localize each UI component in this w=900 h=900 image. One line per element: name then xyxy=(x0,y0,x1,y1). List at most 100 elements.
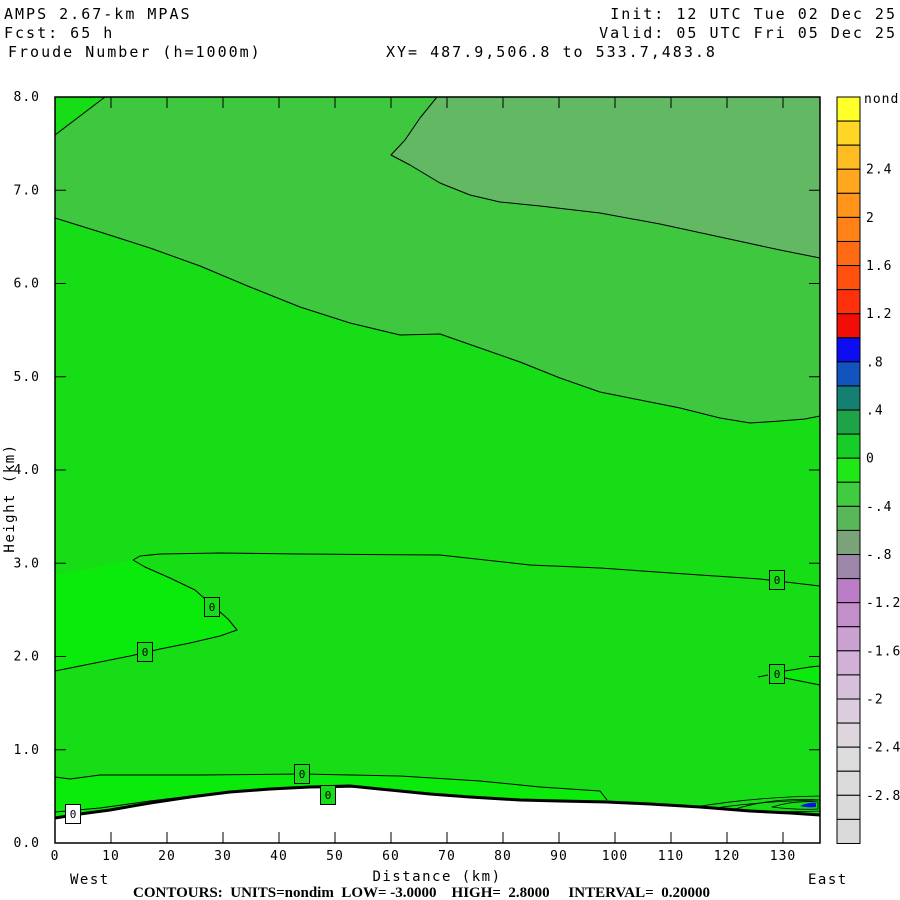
east-label: East xyxy=(808,872,848,888)
contour-label-zero-text: 0 xyxy=(325,789,332,802)
colorbar-cell xyxy=(836,794,861,820)
y-tick-label: 8.0 xyxy=(14,90,40,105)
contour-region-east-mini-wedge xyxy=(785,666,820,685)
x-tick-label: 40 xyxy=(270,849,288,864)
contour-zero-labels: 0 0 0 0 0 0 0 xyxy=(65,570,785,824)
x-axis-tick-labels: 0 10 20 30 40 50 60 70 80 90 100 110 120 130 xyxy=(51,849,796,864)
x-tick-label: 50 xyxy=(326,849,344,864)
colorbar-label: 1.6 xyxy=(866,259,892,274)
colorbar-cell xyxy=(836,481,861,507)
x-tick-label: 90 xyxy=(550,849,568,864)
contour-label-zero-text: 0 xyxy=(299,768,306,781)
contour-region-zero-wedge xyxy=(55,560,237,671)
colorbar-cell xyxy=(836,192,861,218)
colorbar-cell xyxy=(836,337,861,363)
y-axis-tick-labels: 8.0 7.0 6.0 5.0 4.0 3.0 2.0 1.0 0.0 xyxy=(14,90,40,851)
y-tick-label: 4.0 xyxy=(14,463,40,478)
contour-region-sage-upper-right xyxy=(391,97,820,258)
contour-line-topleft xyxy=(54,96,106,136)
contour-line-east-wedge-top xyxy=(784,665,821,672)
x-tick-label: 0 xyxy=(51,849,60,864)
colorbar-label: -.8 xyxy=(866,548,892,563)
colorbar-cell xyxy=(836,626,861,652)
colorbar-cell xyxy=(836,240,861,267)
colorbar-cell xyxy=(836,505,861,531)
colorbar-labels: 2.4 2 1.6 1.2 .8 .4 0 -.4 -.8 -1.2 -1.6 -2 -2.4 -2.8 xyxy=(866,163,900,804)
x-tick-label: 110 xyxy=(658,849,684,864)
colorbar-label: 2.4 xyxy=(866,163,892,178)
colorbar-cell xyxy=(836,433,861,459)
colorbar-label: -1.6 xyxy=(866,644,900,659)
contour-label-box xyxy=(320,785,336,805)
colorbar-cell xyxy=(836,602,861,628)
y-tick-label: 5.0 xyxy=(14,370,40,385)
init-time-label: Init: 12 UTC Tue 02 Dec 25 xyxy=(610,5,897,23)
colorbar-label: 1.2 xyxy=(866,307,892,322)
contours-info-line: CONTOURS: UNITS=nondim LOW= -3.0000 HIGH… xyxy=(133,885,710,900)
terrain-surface-line xyxy=(54,784,821,820)
contour-line-zero-lower xyxy=(54,773,608,801)
contour-label-box xyxy=(294,764,310,784)
colorbar-units-label: nondim xyxy=(864,92,900,107)
colorbar-cell xyxy=(836,457,861,483)
contour-line-east-wedge-bottom xyxy=(784,677,821,686)
contour-label-box xyxy=(769,664,785,684)
y-tick-label: 3.0 xyxy=(14,556,40,571)
colorbar-label: -2 xyxy=(866,693,884,708)
colorbar-cell xyxy=(836,265,861,291)
colorbar-cell xyxy=(836,698,861,724)
x-axis-title: Distance (km) xyxy=(372,869,501,885)
contour-label-zero-text: 0 xyxy=(70,808,77,821)
y-tick-label: 7.0 xyxy=(14,183,40,198)
contour-line-zero-upper xyxy=(132,552,821,587)
colorbar-label: -.4 xyxy=(866,500,892,515)
colorbar xyxy=(836,96,861,844)
colorbar-cell xyxy=(836,578,861,604)
contour-label-zero-text: 0 xyxy=(209,601,216,614)
colorbar-cell xyxy=(836,529,861,556)
colorbar-label: -2.8 xyxy=(866,789,900,804)
colorbar-label: -2.4 xyxy=(866,741,900,756)
colorbar-cell xyxy=(836,120,861,146)
colorbar-cell xyxy=(836,409,861,435)
colorbar-label: -1.2 xyxy=(866,596,900,611)
contour-label-zero-text: 0 xyxy=(774,574,781,587)
model-title: AMPS 2.67-km MPAS xyxy=(4,5,192,23)
contour-line-diagonal xyxy=(54,217,821,424)
colorbar-label: 2 xyxy=(866,211,875,226)
contour-line-east-arrow xyxy=(757,674,769,678)
x-tick-label: 60 xyxy=(382,849,400,864)
valid-time-label: Valid: 05 UTC Fri 05 Dec 25 xyxy=(599,24,897,42)
contour-label-zero-text: 0 xyxy=(774,668,781,681)
colorbar-cell xyxy=(836,770,861,796)
contour-line-blob-outline-2 xyxy=(714,799,821,809)
plot-border xyxy=(54,96,821,844)
contour-label-box xyxy=(65,804,81,824)
x-tick-label: 30 xyxy=(214,849,232,864)
colorbar-cell xyxy=(836,746,861,772)
field-title: Froude Number (h=1000m) xyxy=(8,43,262,61)
contour-line-sage-boundary xyxy=(390,96,821,259)
colorbar-cell xyxy=(836,144,861,170)
colorbar-cell xyxy=(836,650,861,676)
colorbar-label: .4 xyxy=(866,404,884,419)
colorbar-cell xyxy=(836,674,861,700)
colorbar-label: .8 xyxy=(866,355,884,370)
colorbar-cell xyxy=(836,385,861,411)
x-tick-label: 20 xyxy=(158,849,176,864)
y-tick-label: 6.0 xyxy=(14,277,40,292)
contour-label-box xyxy=(137,642,153,662)
x-tick-label: 80 xyxy=(494,849,512,864)
contour-label-box xyxy=(769,570,785,590)
colorbar-cell xyxy=(836,313,861,339)
contour-field xyxy=(55,97,821,843)
colorbar-cell xyxy=(836,554,861,580)
contour-region-surface-sliver xyxy=(55,774,607,818)
contour-line-zero-wedge xyxy=(54,559,238,672)
contour-line-blob-outline-1 xyxy=(694,795,821,808)
colorbar-cell xyxy=(836,289,861,315)
contour-label-box xyxy=(204,597,220,617)
x-tick-label: 130 xyxy=(770,849,796,864)
y-tick-label: 2.0 xyxy=(14,650,40,665)
